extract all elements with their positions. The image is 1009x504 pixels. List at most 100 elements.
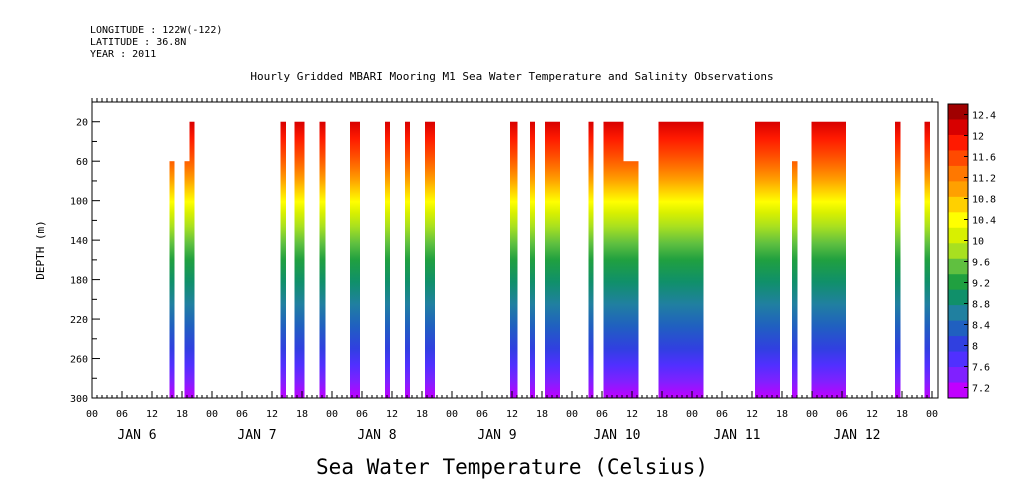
x-hour-label: 18 [536, 409, 548, 420]
colorbar-label: 10.4 [972, 216, 996, 227]
colorbar-swatch [948, 320, 968, 337]
latitude-label: LATITUDE : 36.8N [90, 37, 187, 48]
colorbar-swatch [948, 367, 968, 384]
x-hour-label: 06 [716, 409, 728, 420]
profile-bar [895, 121, 901, 398]
x-hour-label: 06 [596, 409, 608, 420]
profile-bar [924, 121, 930, 398]
colorbar-swatch [948, 227, 968, 244]
y-tick-label: 180 [70, 276, 88, 287]
x-day-label: JAN 12 [834, 428, 881, 443]
x-hour-label: 12 [146, 409, 158, 420]
year-label: YEAR : 2011 [90, 49, 157, 60]
profile-bar [811, 121, 846, 398]
colorbar-swatch [948, 274, 968, 291]
profile-bar [792, 161, 798, 398]
profile-bar [405, 121, 410, 398]
x-hour-label: 18 [296, 409, 308, 420]
profile-bar [545, 121, 560, 398]
colorbar-swatch [948, 212, 968, 229]
colorbar-label: 11.6 [972, 153, 996, 164]
colorbar-label: 9.6 [972, 258, 990, 269]
colorbar-label: 9.2 [972, 279, 990, 290]
x-day-label: JAN 7 [237, 428, 276, 443]
x-hour-label: 12 [746, 409, 758, 420]
profile-bar [319, 121, 326, 398]
colorbar-label: 7.2 [972, 384, 990, 395]
x-hour-label: 06 [356, 409, 368, 420]
colorbar-swatch [948, 336, 968, 353]
x-hour-label: 12 [386, 409, 398, 420]
x-hour-label: 00 [806, 409, 818, 420]
profile-bar [169, 161, 175, 398]
x-axis: 00 06 12 18 00 06 12 18 00 06 12 18 00 06 12 18 00 06 12 18… [86, 98, 938, 443]
y-axis: 20 60 100 140 180 220 260 300 [70, 118, 100, 405]
profile-bar [425, 121, 435, 398]
x-hour-label: 00 [206, 409, 218, 420]
x-hour-label: 18 [776, 409, 788, 420]
colorbar-label: 10.8 [972, 195, 996, 206]
colorbar-swatch [948, 289, 968, 306]
colorbar-swatch [948, 134, 968, 151]
x-hour-label: 00 [446, 409, 458, 420]
profile-bar [755, 121, 780, 398]
y-tick-label: 140 [70, 236, 88, 247]
profile-bar [350, 121, 360, 398]
profile-bar [588, 121, 594, 398]
colorbar-swatch [948, 165, 968, 182]
x-day-label: JAN 10 [594, 428, 641, 443]
x-hour-label: 06 [236, 409, 248, 420]
profile-bar [603, 121, 624, 398]
y-tick-label: 260 [70, 355, 88, 366]
colorbar-label: 8.4 [972, 321, 990, 332]
y-axis-label: DEPTH (m) [34, 220, 47, 280]
colorbar-swatch [948, 196, 968, 213]
colorbar-label: 10 [972, 237, 984, 248]
x-day-label: JAN 9 [477, 428, 516, 443]
colorbar-swatch [948, 181, 968, 198]
x-hour-label: 18 [896, 409, 908, 420]
x-hour-label: 18 [656, 409, 668, 420]
x-hour-label: 00 [686, 409, 698, 420]
chart-title: Hourly Gridded MBARI Mooring M1 Sea Wate… [250, 70, 773, 83]
plot-frame [91, 101, 939, 399]
profile-bar [385, 121, 390, 398]
colorbar-swatch [948, 243, 968, 260]
profile-bar [189, 121, 195, 398]
longitude-label: LONGITUDE : 122W(-122) [90, 25, 223, 36]
x-hour-label: 06 [476, 409, 488, 420]
colorbar-label: 8.8 [972, 300, 990, 311]
x-hour-label: 12 [266, 409, 278, 420]
profile-bar [294, 121, 305, 398]
x-day-label: JAN 6 [117, 428, 156, 443]
x-hour-label: 00 [326, 409, 338, 420]
colorbar-legend: 12.4 12 11.6 11.2 10.8 10.4 10 9.6 9.2 8.8 8.4 8 7.6… [947, 103, 996, 399]
profile-bar [280, 121, 286, 398]
colorbar-swatch [948, 351, 968, 368]
profile-bar [184, 161, 190, 398]
x-day-label: JAN 11 [714, 428, 761, 443]
x-hour-label: 00 [926, 409, 938, 420]
x-hour-label: 12 [866, 409, 878, 420]
colorbar-label: 11.2 [972, 174, 996, 185]
colorbar-swatch [948, 150, 968, 167]
y-tick-label: 220 [70, 315, 88, 326]
colorbar-swatch [948, 382, 968, 399]
profile-bar [658, 121, 704, 398]
x-hour-label: 18 [416, 409, 428, 420]
x-hour-label: 06 [116, 409, 128, 420]
colorbar-swatch [948, 258, 968, 275]
bottom-variable-label: Sea Water Temperature (Celsius) [316, 455, 708, 479]
colorbar-label: 12.4 [972, 111, 996, 122]
colorbar-label: 12 [972, 132, 984, 143]
y-tick-label: 300 [70, 394, 88, 405]
x-hour-label: 18 [176, 409, 188, 420]
colorbar-frame [947, 103, 969, 399]
colorbar-swatch [948, 305, 968, 322]
x-hour-label: 12 [506, 409, 518, 420]
x-hour-label: 00 [566, 409, 578, 420]
x-hour-label: 12 [626, 409, 638, 420]
colorbar-label: 8 [972, 342, 978, 353]
colorbar-swatch [948, 119, 968, 136]
